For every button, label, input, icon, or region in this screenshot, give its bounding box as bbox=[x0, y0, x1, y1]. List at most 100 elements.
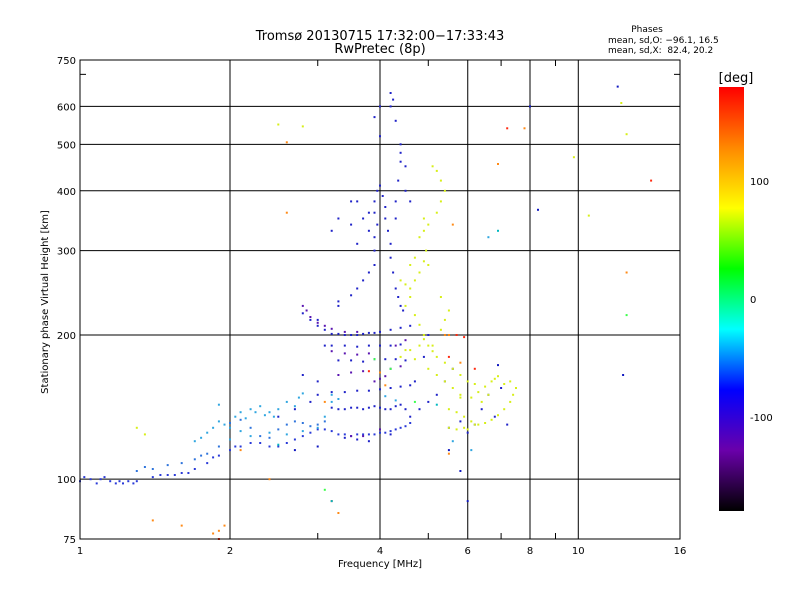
data-point bbox=[180, 462, 183, 465]
data-point bbox=[277, 445, 280, 448]
data-point bbox=[268, 431, 271, 434]
data-point bbox=[89, 478, 92, 481]
data-point bbox=[367, 440, 370, 443]
data-point bbox=[259, 405, 262, 408]
data-point bbox=[379, 330, 381, 333]
data-point bbox=[466, 431, 469, 434]
data-point bbox=[466, 428, 469, 431]
colorbar-tick-label: -100 bbox=[750, 413, 773, 424]
data-point bbox=[316, 423, 319, 426]
data-point bbox=[409, 415, 412, 418]
data-point bbox=[367, 229, 370, 232]
y-tick-label: 200 bbox=[57, 331, 76, 342]
data-point bbox=[285, 433, 288, 436]
plot-area: 1 2 4 6 8 10 16 75 100 200 300 400 500 600 750 bbox=[57, 56, 686, 557]
chart-title: Tromsø 20130715 17:32:00−17:33:43 bbox=[255, 29, 505, 44]
data-point bbox=[193, 458, 196, 461]
data-point bbox=[404, 349, 407, 352]
data-point bbox=[413, 256, 416, 259]
data-point bbox=[187, 472, 190, 474]
data-point bbox=[309, 316, 312, 318]
data-point bbox=[309, 400, 312, 403]
data-point bbox=[337, 433, 340, 436]
data-point bbox=[422, 338, 425, 341]
data-point bbox=[234, 445, 237, 448]
data-point bbox=[367, 271, 370, 274]
data-point bbox=[356, 242, 359, 245]
data-point bbox=[362, 279, 365, 282]
data-point bbox=[439, 200, 442, 203]
data-point bbox=[239, 445, 242, 448]
data-point bbox=[316, 445, 319, 448]
data-point bbox=[384, 358, 387, 361]
data-point bbox=[135, 470, 138, 472]
data-point bbox=[387, 229, 389, 232]
data-point bbox=[625, 271, 628, 274]
data-point bbox=[109, 480, 112, 483]
data-point bbox=[493, 377, 496, 380]
data-point bbox=[572, 156, 575, 159]
phase-info-heading: Phases bbox=[631, 25, 663, 35]
data-point bbox=[443, 318, 446, 321]
data-point bbox=[362, 332, 365, 335]
data-point bbox=[399, 365, 402, 368]
data-point bbox=[229, 449, 231, 452]
data-point bbox=[447, 309, 450, 312]
data-point bbox=[451, 367, 454, 370]
data-point bbox=[463, 415, 466, 418]
data-point bbox=[301, 312, 304, 315]
data-point bbox=[413, 358, 416, 361]
data-point bbox=[373, 264, 376, 266]
data-point bbox=[455, 411, 458, 414]
data-point bbox=[373, 249, 376, 252]
data-point bbox=[263, 414, 266, 417]
data-point bbox=[409, 349, 412, 352]
data-point bbox=[132, 482, 135, 485]
data-point bbox=[404, 165, 407, 168]
data-point bbox=[409, 287, 412, 290]
data-point bbox=[409, 296, 412, 298]
data-point bbox=[229, 438, 231, 441]
data-point bbox=[394, 358, 397, 361]
data-point bbox=[497, 414, 499, 417]
data-point bbox=[301, 430, 304, 433]
data-point bbox=[435, 403, 438, 406]
data-point bbox=[356, 330, 359, 333]
data-point bbox=[459, 420, 462, 423]
data-point bbox=[389, 344, 392, 347]
data-point bbox=[503, 408, 506, 411]
data-point bbox=[500, 387, 503, 389]
data-point bbox=[206, 452, 209, 455]
data-point bbox=[497, 229, 499, 232]
data-point bbox=[173, 474, 176, 476]
data-point bbox=[451, 223, 454, 226]
data-point bbox=[490, 418, 493, 421]
data-point bbox=[268, 445, 271, 448]
data-point bbox=[316, 393, 319, 396]
data-point bbox=[373, 200, 376, 203]
data-point bbox=[394, 405, 397, 408]
data-point bbox=[466, 380, 469, 383]
data-point bbox=[431, 344, 434, 347]
data-point bbox=[316, 318, 319, 321]
data-point bbox=[587, 214, 590, 217]
data-point bbox=[239, 430, 242, 433]
data-point bbox=[399, 160, 402, 163]
phase-info-o: mean, sd,O: −96.1, 16.5 bbox=[608, 36, 719, 46]
data-point bbox=[389, 367, 392, 370]
data-point bbox=[249, 442, 252, 444]
data-point bbox=[323, 428, 326, 431]
data-point bbox=[399, 143, 402, 146]
data-point bbox=[362, 217, 365, 220]
data-point bbox=[399, 151, 402, 154]
data-point bbox=[356, 345, 359, 348]
data-point bbox=[447, 408, 450, 411]
data-point bbox=[373, 116, 376, 119]
data-point bbox=[217, 403, 220, 406]
data-point bbox=[166, 474, 169, 476]
data-point bbox=[439, 296, 442, 298]
data-point bbox=[427, 264, 430, 266]
x-tick-label: 16 bbox=[674, 546, 687, 557]
data-point bbox=[384, 395, 387, 398]
data-point bbox=[455, 428, 458, 431]
